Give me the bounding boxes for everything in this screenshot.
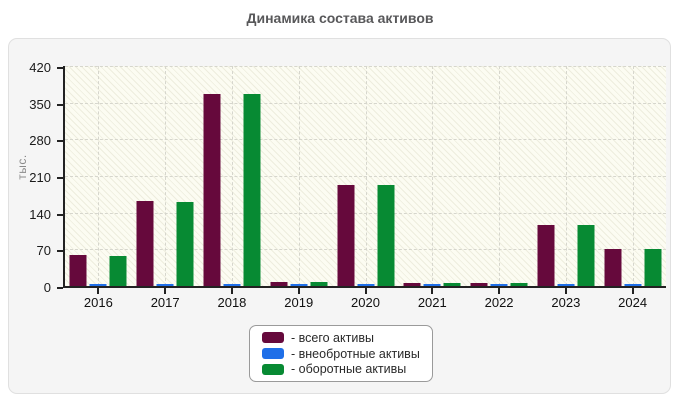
bar-noncurrent-2024	[624, 284, 642, 286]
bar-noncurrent-2016	[89, 284, 107, 286]
bar-current-2021	[443, 282, 461, 286]
y-tick-label: 350	[29, 96, 51, 112]
x-tick-label: 2017	[150, 295, 180, 310]
gridline-v	[565, 66, 567, 286]
y-tick-mark	[57, 287, 63, 289]
bar-total-2016	[69, 254, 87, 286]
gridline-v	[432, 66, 434, 286]
x-tick-label: 2016	[83, 295, 113, 310]
bar-noncurrent-2023	[557, 284, 575, 286]
bar-noncurrent-2018	[223, 284, 241, 286]
gridline-v	[231, 66, 233, 286]
legend-swatch-current	[262, 363, 284, 375]
x-axis-labels: 2016 2017 2018 2019 2020 2021 2022 2023 2024	[65, 295, 666, 310]
bar-noncurrent-2021	[423, 284, 441, 286]
x-tick-label: 2019	[284, 295, 314, 310]
gridline-v	[365, 66, 367, 286]
bar-group-2023	[537, 225, 595, 286]
bar-noncurrent-2022	[490, 284, 508, 286]
legend: - всего активы - внеобротные активы - обор…	[249, 325, 433, 382]
gridline-v	[499, 66, 501, 286]
y-tick-label: 140	[29, 206, 51, 222]
bar-total-2023	[537, 225, 555, 286]
bar-group-2020	[337, 184, 394, 286]
y-tick-label: 210	[29, 170, 51, 185]
bar-current-2016	[109, 255, 127, 286]
bar-current-2017	[176, 201, 194, 286]
bar-current-2018	[243, 94, 261, 286]
legend-swatch-total	[262, 332, 284, 344]
plot-area	[63, 66, 666, 288]
legend-label-total: - всего активы	[291, 330, 374, 345]
x-tick-label: 2018	[217, 295, 247, 310]
x-tick-mark	[498, 288, 501, 294]
gridline-v	[632, 66, 634, 286]
bar-total-2024	[604, 249, 622, 286]
bar-group-2018	[203, 94, 261, 286]
x-tick-mark	[364, 288, 367, 294]
x-tick-label: 2022	[484, 295, 514, 310]
legend-item-noncurrent: - внеобротные активы	[262, 347, 428, 361]
bar-total-2018	[203, 94, 221, 286]
x-tick-label: 2021	[417, 295, 447, 310]
gridline-v	[298, 66, 300, 286]
bar-group-2019	[270, 282, 328, 286]
legend-item-current: - оборотные активы	[262, 362, 428, 376]
x-tick-mark	[164, 288, 167, 294]
y-tick-mark	[57, 103, 63, 106]
x-tick-label: 2020	[351, 295, 380, 310]
y-tick-mark	[57, 250, 63, 253]
legend-item-total: - всего активы	[262, 331, 428, 345]
x-tick-mark	[97, 288, 100, 294]
bar-group-2016	[69, 254, 127, 286]
y-tick-label: 0	[43, 280, 51, 295]
y-tick-label: 420	[29, 60, 51, 75]
bar-group-2022	[470, 282, 528, 286]
bar-noncurrent-2019	[290, 284, 308, 286]
bar-group-2017	[136, 201, 194, 286]
legend-label-noncurrent: - внеобротные активы	[291, 346, 420, 361]
y-tick-mark	[57, 67, 63, 69]
bar-group-2024	[604, 249, 662, 286]
y-tick-mark	[57, 140, 63, 143]
bar-current-2022	[510, 282, 528, 286]
chart-title: Динамика состава активов	[246, 10, 434, 26]
x-tick-mark	[564, 288, 567, 294]
bar-current-2023	[577, 225, 595, 286]
y-tick-mark	[57, 177, 63, 179]
y-tick-label: 70	[36, 243, 51, 259]
bar-noncurrent-2017	[156, 284, 174, 286]
bar-total-2022	[470, 283, 488, 286]
bar-group-2021	[403, 282, 461, 286]
x-tick-label: 2023	[551, 295, 581, 310]
bar-current-2020	[377, 184, 394, 286]
x-tick-mark	[230, 288, 233, 294]
bar-total-2019	[270, 282, 288, 286]
y-axis: 0 70 140 210 280 350 420	[9, 60, 63, 295]
y-tick-mark	[57, 213, 63, 216]
bar-current-2019	[310, 282, 328, 286]
gridline-v	[165, 66, 167, 286]
legend-label-current: - оборотные активы	[291, 362, 407, 377]
legend-swatch-noncurrent	[262, 348, 284, 359]
bar-current-2024	[644, 249, 662, 286]
chart-panel: тыс. 0 70 140 210 280 350 420 2016 2017 2018 2019…	[8, 38, 671, 394]
x-tick-label: 2024	[618, 295, 648, 310]
gridline-v	[98, 66, 100, 286]
bar-total-2020	[337, 184, 354, 286]
x-tick-mark	[631, 288, 634, 294]
x-tick-mark	[431, 288, 434, 294]
y-tick-label: 280	[29, 133, 51, 149]
bar-total-2021	[403, 283, 421, 286]
x-tick-mark	[297, 288, 300, 294]
bar-total-2017	[136, 201, 154, 286]
bar-noncurrent-2020	[357, 284, 374, 286]
